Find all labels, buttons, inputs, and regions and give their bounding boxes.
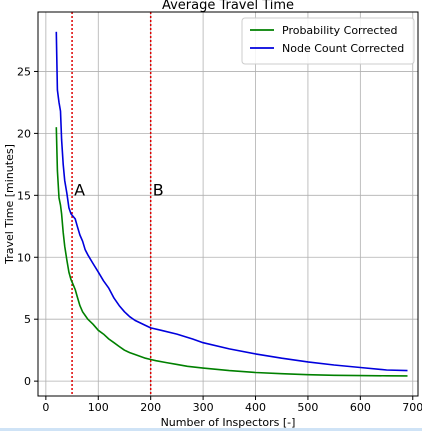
y-axis-label: Travel Time [minutes] [3,144,16,265]
y-tick-label: 25 [17,65,31,78]
reference-label-b: B [153,180,164,199]
series-line-2 [55,31,408,372]
series-line-1 [55,127,408,377]
x-tick-label: 500 [297,401,318,414]
x-tick-label: 600 [350,401,371,414]
y-tick-label: 5 [24,313,31,326]
x-tick-label: 700 [402,401,422,414]
x-axis-label: Number of Inspectors [-] [161,416,296,429]
reference-label-a: A [74,180,85,199]
x-tick-label: 400 [245,401,266,414]
x-tick-label: 100 [88,401,109,414]
legend-box [241,17,415,65]
window-bottom-edge [0,428,422,431]
legend-label-1: Probability Corrected [282,24,398,37]
chart-title: Average Travel Time [162,0,294,13]
y-tick-label: 20 [17,127,31,140]
x-tick-label: 0 [42,401,49,414]
x-tick-label: 200 [140,401,161,414]
y-tick-label: 15 [17,189,31,202]
axes-frame [37,11,419,397]
plot-area [38,12,418,396]
y-tick-label: 0 [24,375,31,388]
legend-label-2: Node Count Corrected [282,42,404,55]
y-tick-label: 10 [17,251,31,264]
x-tick-label: 300 [193,401,214,414]
